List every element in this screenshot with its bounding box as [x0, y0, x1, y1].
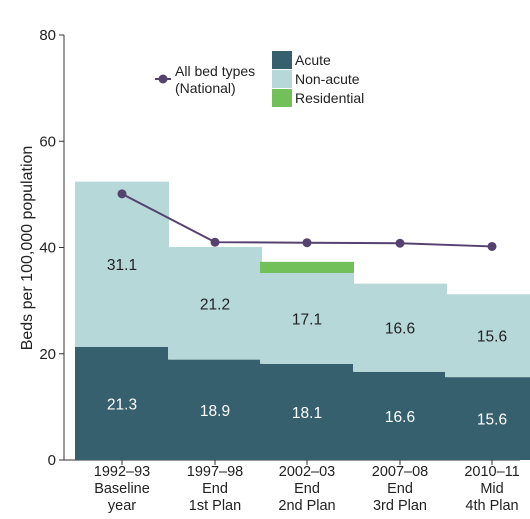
data-label: 16.6 [385, 321, 415, 338]
legend: All bed types (National) Acute Non-acute Res… [155, 51, 364, 107]
x-category-line: End [387, 481, 413, 497]
bar-acute [168, 359, 262, 460]
x-category-line: year [108, 498, 136, 514]
legend-label-residential: Residential [295, 90, 364, 106]
data-label: 31.1 [107, 257, 137, 274]
line-point [117, 189, 127, 199]
legend-line-label-line: All bed types [175, 63, 255, 79]
x-category-label: 1992–93 Baseline year [94, 464, 150, 514]
bar-acute [75, 346, 169, 460]
x-category-line: 2nd Plan [278, 498, 335, 514]
x-category-line: 3rd Plan [373, 498, 427, 514]
x-category-line: 4th Plan [465, 498, 518, 514]
x-category-label: 2010–11 Mid 4th Plan [464, 464, 519, 514]
legend-line-label: All bed types (National) [175, 63, 255, 96]
legend-line-marker [158, 74, 168, 84]
legend-swatch-non-acute [272, 70, 292, 88]
data-label: 16.6 [385, 409, 415, 426]
legend-label-non-acute: Non-acute [295, 71, 360, 87]
data-label: 21.3 [107, 396, 137, 413]
x-category-line: 1992–93 [94, 464, 150, 480]
line-point [395, 238, 405, 248]
line-point [487, 241, 497, 251]
bars: 21.3 31.1 18.9 21.2 18.1 17.1 16.6 16.6 15.6 15.6 [75, 181, 530, 460]
x-category-line: 2010–11 [464, 464, 519, 480]
bar-acute [445, 377, 530, 460]
x-category-line: End [202, 481, 228, 497]
bar-non-acute [168, 246, 262, 360]
x-category-line: End [294, 481, 320, 497]
x-category-line: Baseline [94, 481, 150, 497]
data-label: 18.1 [292, 405, 322, 422]
y-tick-label: 0 [48, 452, 56, 469]
bar-residential [260, 261, 354, 273]
legend-line-label-line: (National) [175, 80, 236, 96]
y-tick-label: 20 [39, 346, 56, 363]
bar-acute [260, 363, 354, 460]
y-tick-label: 60 [39, 133, 56, 150]
line-point [302, 238, 312, 248]
y-tick-label: 80 [39, 27, 56, 44]
data-label: 18.9 [200, 403, 230, 420]
x-category-line: 1997–98 [187, 464, 243, 480]
legend-swatch-acute [272, 51, 292, 69]
data-label: 21.2 [200, 296, 230, 313]
x-category-line: 1st Plan [189, 498, 241, 514]
y-axis-title: Beds per 100,000 population [19, 146, 36, 351]
bar-acute [353, 371, 447, 460]
data-label: 15.6 [477, 329, 507, 346]
line-point [210, 237, 220, 247]
bar-non-acute [260, 273, 354, 364]
x-category-line: Mid [480, 481, 503, 497]
x-category-line: 2007–08 [372, 464, 428, 480]
line-series [117, 189, 497, 251]
bar-non-acute [353, 283, 447, 372]
x-category-label: 2007–08 End 3rd Plan [372, 464, 428, 514]
legend-label-acute: Acute [295, 52, 331, 68]
data-label: 17.1 [292, 311, 322, 328]
y-tick-label: 40 [39, 240, 56, 257]
legend-swatch-residential [272, 89, 292, 107]
x-category-label: 2002–03 End 2nd Plan [278, 464, 335, 514]
x-category-label: 1997–98 End 1st Plan [187, 464, 243, 514]
bar-non-acute [445, 294, 530, 378]
data-label: 15.6 [477, 412, 507, 429]
x-category-line: 2002–03 [279, 464, 335, 480]
